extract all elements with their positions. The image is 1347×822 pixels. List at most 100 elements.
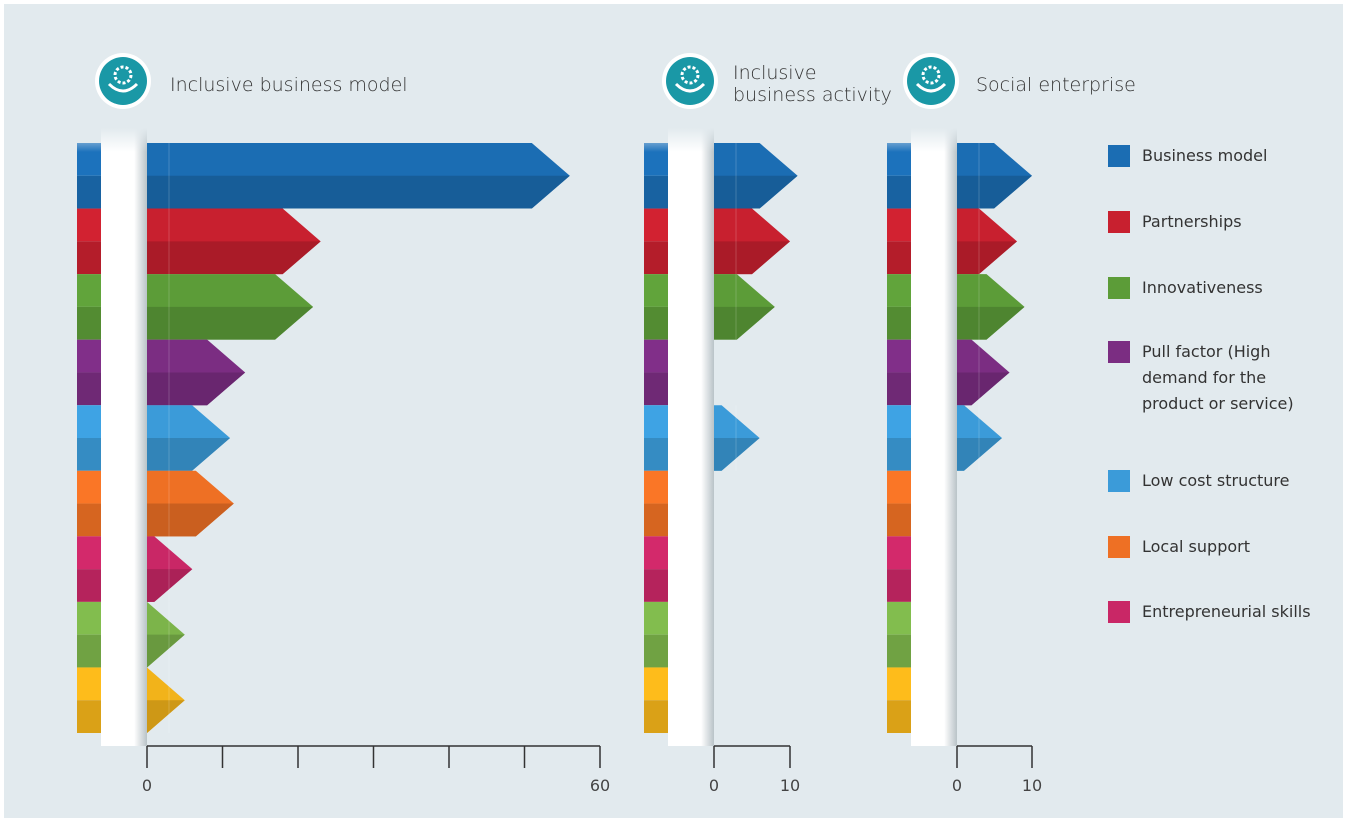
bar (147, 470, 234, 537)
row-stub (644, 700, 668, 733)
bar-shade (147, 634, 185, 668)
bar-shade (147, 503, 234, 537)
row-stub (644, 536, 668, 570)
row-stub (644, 470, 668, 504)
icon-disc (99, 57, 147, 105)
pole (911, 128, 957, 746)
bar-shade (147, 372, 246, 406)
bar-shade (147, 438, 231, 471)
row-stub (77, 634, 101, 668)
pole-fade (77, 128, 147, 152)
row-stub (77, 438, 101, 471)
row-stub (644, 274, 668, 307)
bar (957, 143, 1032, 209)
x-tick-label: 0 (952, 776, 962, 795)
row-stub (77, 208, 101, 242)
row-stub (887, 438, 911, 471)
bar (147, 536, 193, 602)
row-stub (77, 405, 101, 438)
icon-hand (674, 82, 706, 93)
row-stub (644, 667, 668, 701)
legend-label: Local support (1142, 537, 1250, 556)
row-stub (887, 208, 911, 242)
legend-swatch (1108, 341, 1130, 363)
legend-swatch (1108, 601, 1130, 623)
row-stub (77, 601, 101, 635)
bar-shade (714, 175, 798, 209)
pole-fade (644, 128, 714, 152)
legend-label: Business model (1142, 146, 1268, 165)
bar (147, 405, 231, 471)
icon-disc (666, 57, 714, 105)
icon-gear (921, 65, 941, 85)
row-stub (77, 470, 101, 504)
bar (147, 667, 185, 733)
bar (957, 208, 1017, 275)
row-stub (77, 241, 101, 275)
bar-shade (714, 241, 790, 275)
row-stub (887, 175, 911, 209)
bar-shade (957, 372, 1010, 406)
row-stub (887, 536, 911, 570)
bar (957, 339, 1010, 406)
row-stub (77, 503, 101, 537)
legend-swatch (1108, 277, 1130, 299)
panel-icon (903, 53, 959, 109)
bar (714, 143, 798, 209)
row-stub (887, 241, 911, 275)
bar-shade (147, 700, 185, 733)
bar (957, 405, 1002, 471)
bar-shade (957, 241, 1017, 275)
legend-swatch (1108, 470, 1130, 492)
row-stub (77, 536, 101, 570)
row-stub (77, 339, 101, 373)
row-stub (887, 306, 911, 340)
panel-icon (662, 53, 718, 109)
x-tick-label: 60 (590, 776, 610, 795)
x-tick-label: 10 (1022, 776, 1042, 795)
panel-title: Inclusive business model (170, 74, 408, 96)
legend-label: Entrepreneurial skills (1142, 602, 1311, 621)
bar (714, 208, 790, 275)
row-stub (887, 470, 911, 504)
bar (147, 274, 314, 340)
legend-label: Partnerships (1142, 212, 1242, 231)
pole (101, 128, 147, 746)
row-stub (77, 175, 101, 209)
row-stub (887, 405, 911, 438)
row-stub (77, 274, 101, 307)
bar (147, 208, 321, 275)
row-stub (644, 405, 668, 438)
row-stub (644, 306, 668, 340)
row-stub (644, 438, 668, 471)
row-stub (887, 634, 911, 668)
row-stub (887, 601, 911, 635)
panel-icon (95, 53, 151, 109)
x-tick-label: 0 (709, 776, 719, 795)
row-stub (77, 372, 101, 406)
pole (668, 128, 714, 746)
bar-shade (147, 241, 321, 275)
panel-title: Inclusive business activity (733, 62, 892, 106)
row-stub (887, 569, 911, 602)
bar (957, 274, 1025, 340)
legend-swatch (1108, 211, 1130, 233)
bar-shade (714, 306, 775, 340)
x-tick-label: 0 (142, 776, 152, 795)
legend-swatch (1108, 536, 1130, 558)
icon-gear (680, 65, 700, 85)
row-stub (644, 339, 668, 373)
bar-shade (957, 175, 1032, 209)
row-stub (887, 700, 911, 733)
icon-hand (107, 82, 139, 93)
bar (714, 405, 760, 471)
row-stub (77, 667, 101, 701)
row-stub (644, 208, 668, 242)
icon-hand (915, 82, 947, 93)
panel-title: Social enterprise (976, 74, 1136, 96)
legend-swatch (1108, 145, 1130, 167)
row-stub (644, 241, 668, 275)
icon-disc (907, 57, 955, 105)
